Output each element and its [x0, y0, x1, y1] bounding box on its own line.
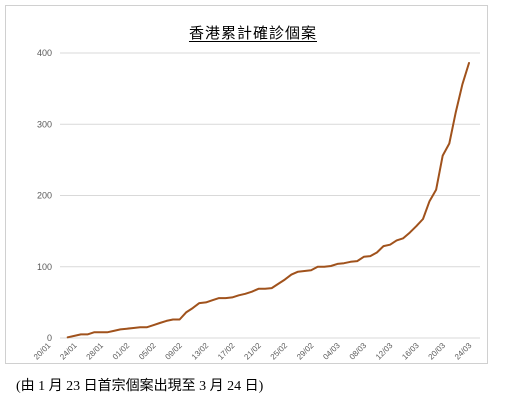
x-tick-label: 21/02 [242, 341, 263, 362]
x-tick-label: 28/01 [85, 341, 106, 362]
x-tick-label: 24/01 [58, 341, 79, 362]
x-tick-label: 13/02 [190, 341, 211, 362]
gridlines [60, 52, 480, 339]
x-tick-label: 16/03 [400, 341, 421, 362]
x-tick-label: 20/01 [32, 341, 53, 362]
x-tick-label: 29/02 [295, 341, 316, 362]
x-tick-label: 08/03 [348, 341, 369, 362]
series-line-0 [66, 62, 470, 339]
y-tick-label: 300 [37, 119, 52, 129]
chart-title: 香港累計確診個案 [188, 24, 317, 42]
x-tick-label: 01/02 [111, 341, 132, 362]
x-tick-label: 17/02 [216, 341, 237, 362]
y-tick-label: 100 [37, 262, 52, 272]
y-tick-label: 200 [37, 191, 52, 201]
y-tick-label: 0 [47, 333, 52, 343]
x-tick-label: 24/03 [453, 341, 474, 362]
x-tick-label: 05/02 [137, 341, 158, 362]
y-axis-ticks: 0 100 200 300 400 [37, 48, 52, 343]
chart-caption: (由 1 月 23 日首宗個案出現至 3 月 24 日) [16, 379, 264, 394]
series-layer [66, 62, 470, 339]
x-axis-ticks: 20/01 24/01 28/01 01/02 05/02 09/02 13/02 17/02… [32, 341, 474, 362]
x-tick-label: 04/03 [321, 341, 342, 362]
x-tick-label: 20/03 [427, 341, 448, 362]
chart-frame [5, 5, 488, 364]
x-tick-label: 25/02 [269, 341, 290, 362]
y-tick-label: 400 [37, 48, 52, 58]
x-tick-label: 09/02 [163, 341, 184, 362]
x-tick-label: 12/03 [374, 341, 395, 362]
